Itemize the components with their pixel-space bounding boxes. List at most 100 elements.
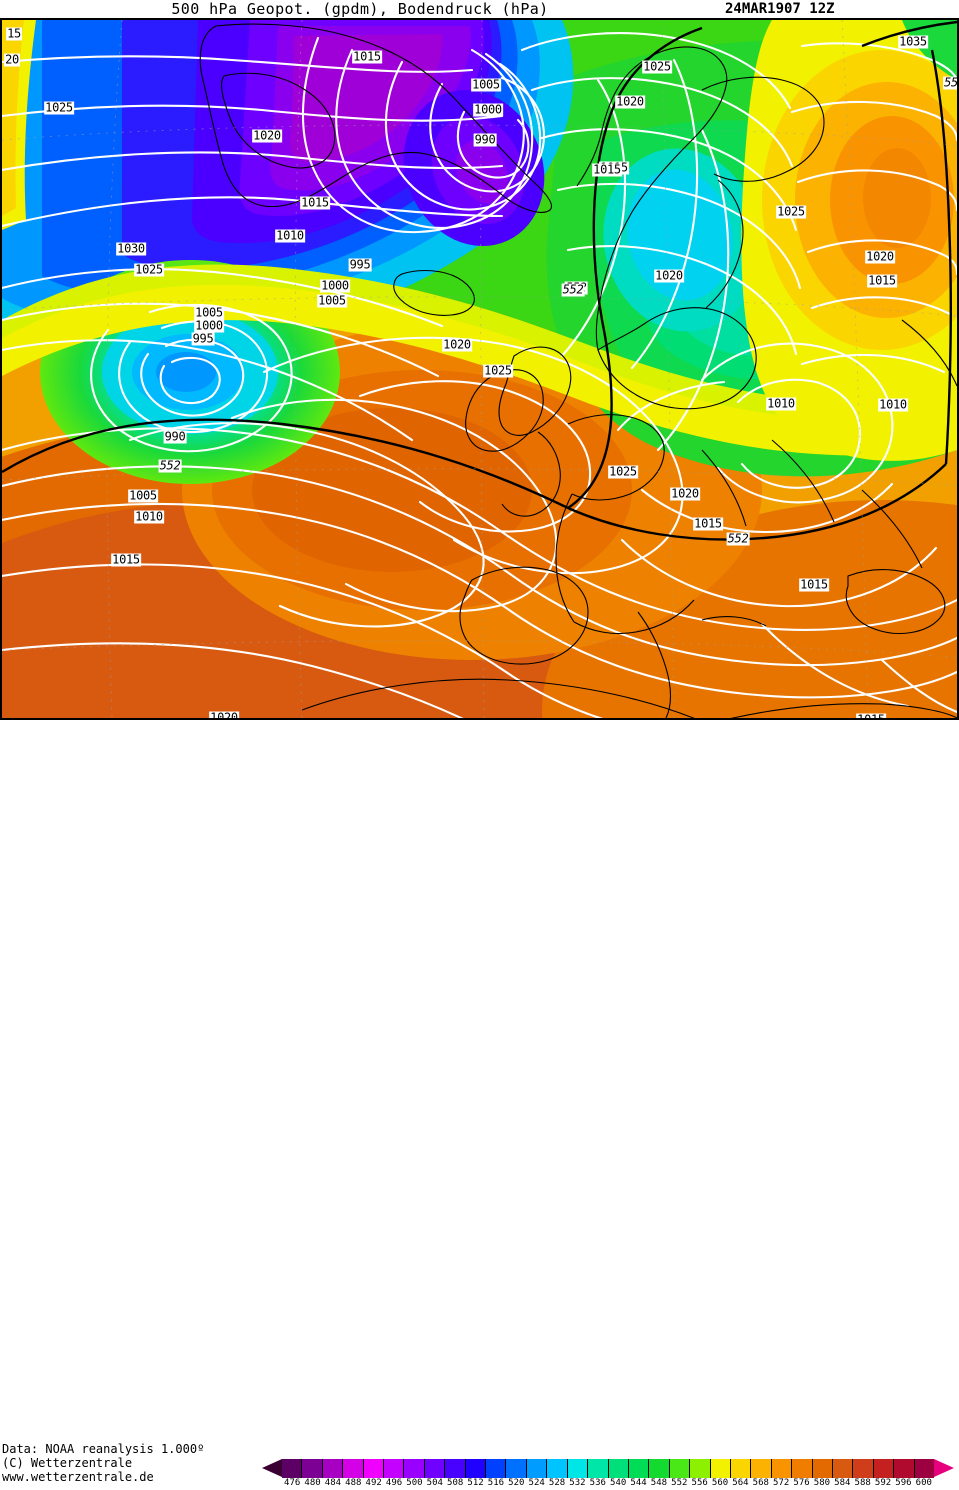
chart-header: 500 hPa Geopot. (gpdm), Bodendruck (hPa)…	[0, 0, 959, 18]
isobar-label: 1020	[442, 337, 472, 352]
colorbar-swatch	[302, 1459, 323, 1478]
colorbar-tick: 532	[569, 1478, 586, 1488]
isobar-label: 1020	[209, 711, 239, 718]
footer-website[interactable]: www.wetterzentrale.de	[2, 1470, 154, 1484]
footer-data-source: Data: NOAA reanalysis 1.000º	[2, 1442, 205, 1456]
colorbar-swatch	[608, 1459, 629, 1478]
colorbar-swatch	[506, 1459, 527, 1478]
isobar-label: 1010	[134, 509, 164, 524]
geopotential-label: 552	[726, 531, 750, 546]
colorbar-swatch	[853, 1459, 874, 1478]
colorbar-tick: 504	[426, 1478, 443, 1488]
colorbar-swatch	[669, 1459, 691, 1478]
colorbar-tick: 536	[589, 1478, 606, 1488]
colorbar-tick: 492	[365, 1478, 382, 1488]
isobar-label: 1010	[878, 397, 908, 412]
colorbar-tick: 480	[304, 1478, 321, 1488]
isobar-label: 990	[163, 429, 187, 444]
colorbar-swatch	[588, 1459, 609, 1478]
isobar-label: 1005	[471, 77, 501, 92]
colorbar-tick: 524	[528, 1478, 545, 1488]
isobar-label: 1010	[766, 396, 796, 411]
colorbar-tick: 588	[854, 1478, 871, 1488]
colorbar-tick: 512	[467, 1478, 484, 1488]
colorbar-swatch	[404, 1459, 425, 1478]
colorbar-swatch	[628, 1459, 650, 1478]
isobar-label: 1005	[317, 293, 347, 308]
colorbar-tick: 572	[773, 1478, 790, 1488]
run-date-label: 24MAR1907 12Z	[725, 1, 835, 17]
isobar-label: 1020	[865, 249, 895, 264]
colorbar-tick: 544	[630, 1478, 647, 1488]
isobar-label: 1030	[116, 241, 146, 256]
colorbar-tick: 488	[345, 1478, 362, 1488]
colorbar-swatch	[649, 1459, 670, 1478]
isobar-label: 20	[4, 52, 20, 67]
colorbar-swatch	[710, 1459, 731, 1478]
colorbar-tick: 592	[874, 1478, 892, 1488]
colorbar-swatch	[547, 1459, 568, 1478]
isobar-label: 1020	[654, 268, 684, 283]
colorbar-tick: 584	[834, 1478, 851, 1488]
isobar-label: 1025	[483, 363, 513, 378]
colorbar-tick: 516	[487, 1478, 505, 1488]
colorbar-tick: 560	[711, 1478, 729, 1488]
isobar-label: 1005	[194, 305, 224, 320]
page-title: 500 hPa Geopot. (gpdm), Bodendruck (hPa)	[171, 0, 549, 18]
colorbar-swatch	[873, 1459, 895, 1478]
weather-map-canvas	[2, 20, 957, 718]
colorbar-swatch	[914, 1459, 934, 1478]
colorbar-tick: 508	[447, 1478, 464, 1488]
isobar-label: 1015	[111, 552, 141, 567]
isobar-label: 1035	[898, 34, 928, 49]
colorbar-swatch	[894, 1459, 915, 1478]
colorbar-tick: 564	[732, 1478, 749, 1488]
colorbar-swatch	[812, 1459, 833, 1478]
colorbar-swatch	[465, 1459, 487, 1478]
colorbar-swatch	[751, 1459, 772, 1478]
isobar-label: 1015	[300, 195, 330, 210]
isobar-label: 1025	[776, 204, 806, 219]
footer: Data: NOAA reanalysis 1.000º (C) Wetterz…	[0, 720, 959, 1488]
isobar-label: 1015	[352, 49, 382, 64]
isobar-label: 1020	[252, 128, 282, 143]
colorbar-tick: 600	[915, 1478, 932, 1488]
colorbar-swatch	[832, 1459, 854, 1478]
colorbar-tick: 476	[284, 1478, 301, 1488]
colorbar-tick: 500	[406, 1478, 423, 1488]
isobar-label: 1005	[128, 488, 158, 503]
colorbar-tick: 568	[752, 1478, 769, 1488]
isobar-label: 1025	[44, 100, 74, 115]
colorbar-swatch	[445, 1459, 466, 1478]
colorbar-tick: 528	[548, 1478, 566, 1488]
isobar-label: 1015	[856, 713, 886, 718]
colorbar-swatches	[282, 1459, 934, 1478]
isobar-label: 1000	[473, 102, 503, 117]
colorbar-swatch	[792, 1459, 813, 1478]
colorbar	[262, 1459, 954, 1478]
colorbar-swatch	[322, 1459, 344, 1478]
geopotential-label: 552	[561, 282, 585, 297]
colorbar-tick: 556	[691, 1478, 708, 1488]
isobar-label: 1020	[670, 486, 700, 501]
isobar-label: 1000	[194, 318, 224, 333]
isobar-label: 1020	[615, 94, 645, 109]
isobar-label: 995	[348, 257, 372, 272]
colorbar-swatch	[424, 1459, 446, 1478]
colorbar-swatch	[363, 1459, 385, 1478]
colorbar-swatch	[567, 1459, 589, 1478]
colorbar-swatch	[690, 1459, 711, 1478]
colorbar-over-cap	[934, 1459, 954, 1477]
isobar-label: 1015	[799, 577, 829, 592]
colorbar-swatch	[384, 1459, 405, 1478]
colorbar-swatch	[526, 1459, 548, 1478]
colorbar-tick: 576	[793, 1478, 810, 1488]
colorbar-tick: 484	[324, 1478, 342, 1488]
isobar-label: 1015	[693, 516, 723, 531]
colorbar-tick: 580	[813, 1478, 831, 1488]
isobar-label: 990	[473, 132, 497, 147]
geopotential-label: 55	[943, 75, 958, 90]
isobar-label: 995	[191, 331, 215, 346]
isobar-label: 1025	[134, 262, 164, 277]
colorbar-tick: 596	[895, 1478, 912, 1488]
